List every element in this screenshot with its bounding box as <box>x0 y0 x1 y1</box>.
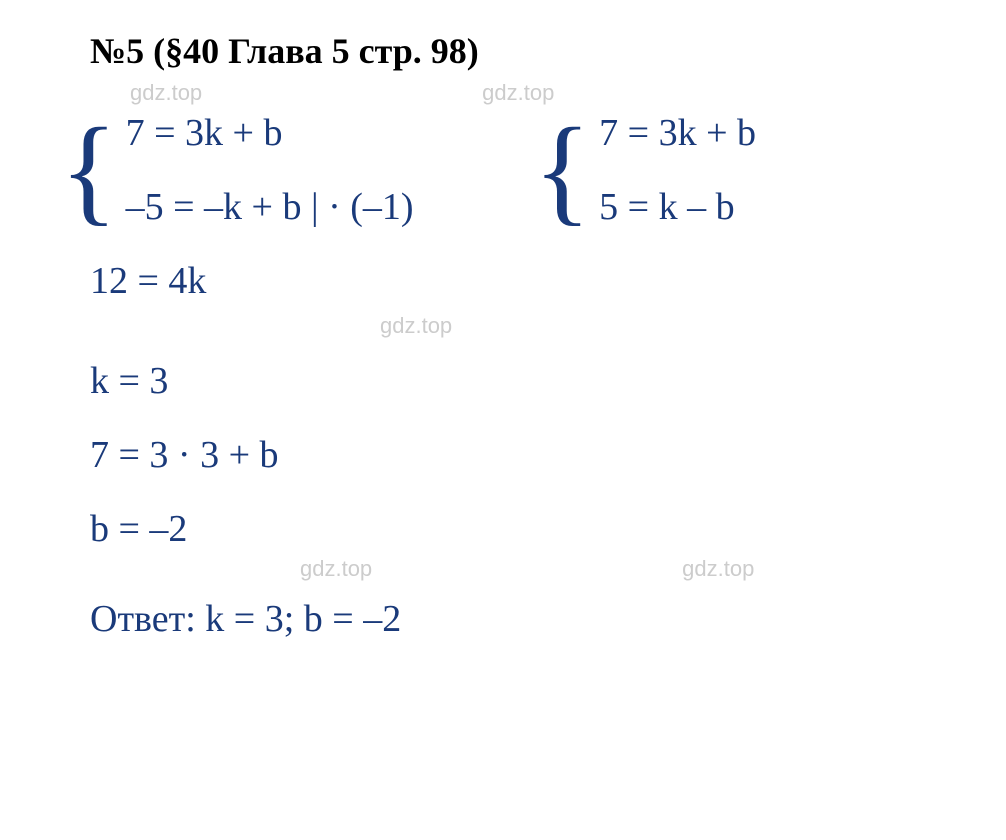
equation-systems-row: { 7 = 3k + b –5 = –k + b | · (–1) { 7 = … <box>60 111 946 229</box>
watermark-top-row: gdz.top gdz.top <box>60 80 946 106</box>
system-2-equation-1: 7 = 3k + b <box>599 111 756 155</box>
system-2-content: 7 = 3k + b 5 = k – b <box>599 111 756 229</box>
watermark-text: gdz.top <box>60 313 946 339</box>
answer-text: Ответ: k = 3; b = –2 <box>60 597 946 641</box>
solution-step-4: b = –2 <box>60 507 946 551</box>
watermark-text: gdz.top <box>682 556 754 582</box>
equation-system-1: { 7 = 3k + b –5 = –k + b | · (–1) <box>60 111 414 229</box>
page-title: №5 (§40 Глава 5 стр. 98) <box>60 30 946 72</box>
watermark-bottom-row: gdz.top gdz.top <box>60 556 946 582</box>
watermark-text: gdz.top <box>300 556 372 582</box>
system-1-content: 7 = 3k + b –5 = –k + b | · (–1) <box>126 111 414 229</box>
left-brace-icon: { <box>534 116 592 224</box>
left-brace-icon: { <box>60 116 118 224</box>
solution-step-2: k = 3 <box>60 359 946 403</box>
system-1-equation-2: –5 = –k + b | · (–1) <box>126 185 414 229</box>
equation-system-2: { 7 = 3k + b 5 = k – b <box>534 111 756 229</box>
solution-step-1: 12 = 4k <box>60 259 946 303</box>
system-1-equation-1: 7 = 3k + b <box>126 111 414 155</box>
solution-step-3: 7 = 3 · 3 + b <box>60 433 946 477</box>
watermark-text: gdz.top <box>130 80 202 106</box>
system-2-equation-2: 5 = k – b <box>599 185 756 229</box>
